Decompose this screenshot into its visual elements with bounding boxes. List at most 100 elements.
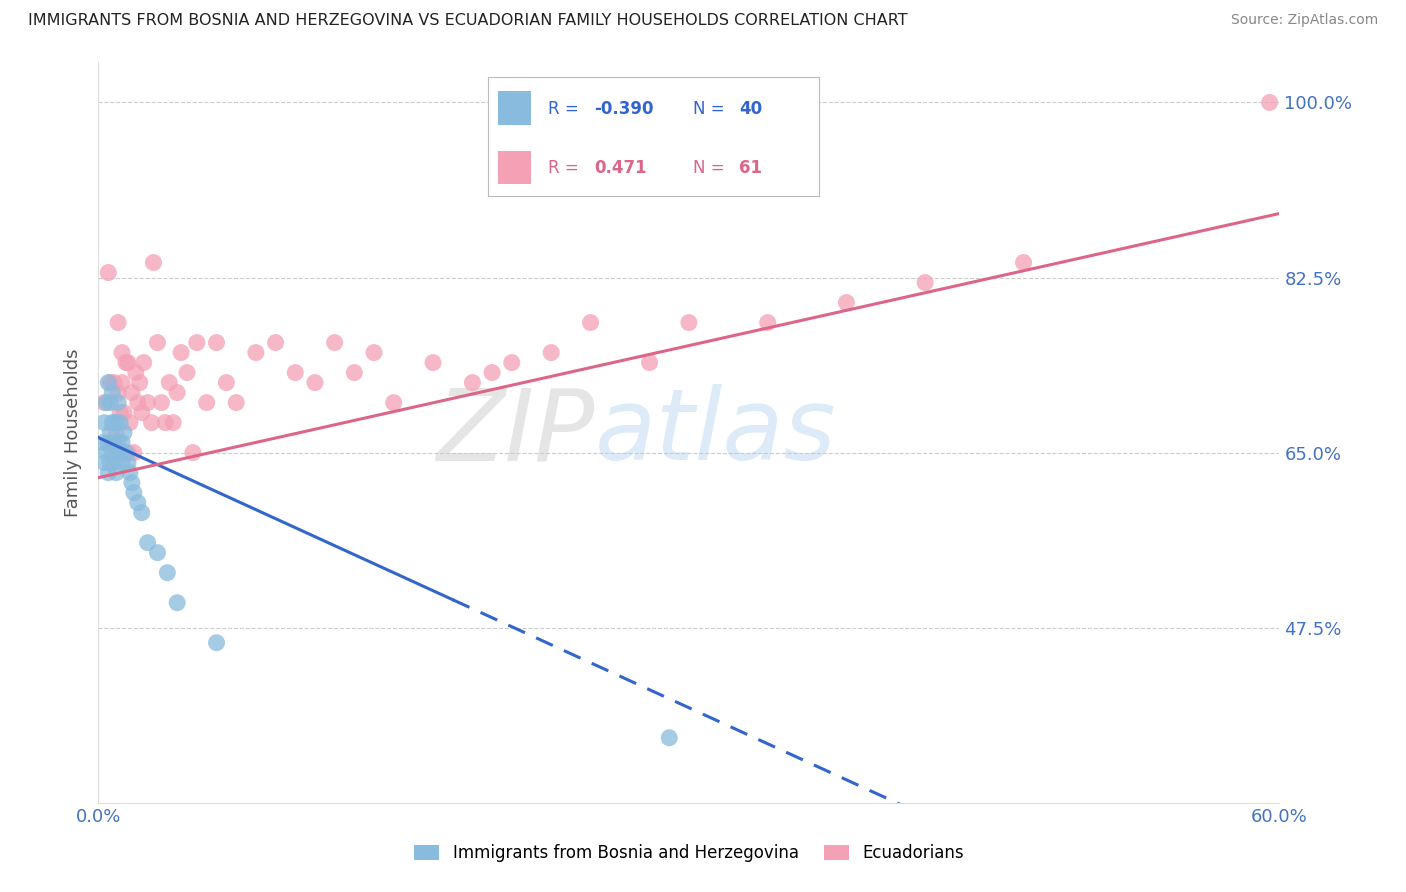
Point	[108, 406, 131, 420]
Point	[107, 385, 129, 400]
Point	[756, 316, 779, 330]
Point	[146, 335, 169, 350]
Point	[98, 456, 121, 470]
Point	[150, 395, 173, 409]
Point	[1012, 255, 1035, 269]
Point	[658, 731, 681, 745]
Point	[166, 596, 188, 610]
Point	[101, 445, 124, 459]
Point	[107, 316, 129, 330]
Point	[96, 395, 118, 409]
Point	[136, 535, 159, 549]
Point	[835, 295, 858, 310]
Point	[363, 345, 385, 359]
Point	[125, 366, 148, 380]
Y-axis label: Family Households: Family Households	[65, 349, 83, 516]
Point	[128, 376, 150, 390]
Point	[108, 445, 131, 459]
Point	[678, 316, 700, 330]
Point	[127, 395, 149, 409]
Point	[162, 416, 184, 430]
Point	[1258, 95, 1281, 110]
Point	[118, 416, 141, 430]
Text: Source: ZipAtlas.com: Source: ZipAtlas.com	[1230, 13, 1378, 28]
Point	[112, 425, 135, 440]
Point	[155, 416, 177, 430]
Point	[205, 335, 228, 350]
Point	[638, 355, 661, 369]
Point	[121, 385, 143, 400]
Point	[111, 435, 134, 450]
Point	[131, 506, 153, 520]
Point	[98, 376, 121, 390]
Point	[96, 445, 118, 459]
Point	[343, 366, 366, 380]
Point	[215, 376, 238, 390]
Text: ZIP: ZIP	[436, 384, 595, 481]
Point	[501, 355, 523, 369]
Point	[186, 335, 208, 350]
Point	[93, 456, 115, 470]
Point	[122, 485, 145, 500]
Point	[323, 335, 346, 350]
Point	[131, 406, 153, 420]
Point	[382, 395, 405, 409]
Point	[136, 395, 159, 409]
Point	[122, 445, 145, 459]
Point	[101, 385, 124, 400]
Text: atlas: atlas	[595, 384, 837, 481]
Point	[107, 435, 129, 450]
Point	[103, 456, 125, 470]
Point	[157, 376, 180, 390]
Point	[105, 425, 128, 440]
Point	[540, 345, 562, 359]
Point	[97, 435, 120, 450]
Point	[117, 456, 139, 470]
Point	[103, 416, 125, 430]
Point	[97, 466, 120, 480]
Point	[93, 416, 115, 430]
Point	[112, 406, 135, 420]
Point	[117, 355, 139, 369]
Point	[117, 445, 139, 459]
Point	[127, 496, 149, 510]
Point	[118, 466, 141, 480]
Point	[91, 435, 114, 450]
Point	[105, 416, 128, 430]
Point	[103, 435, 125, 450]
Point	[97, 376, 120, 390]
Point	[304, 376, 326, 390]
Point	[132, 355, 155, 369]
Point	[115, 355, 138, 369]
Point	[97, 266, 120, 280]
Point	[93, 395, 115, 409]
Point	[146, 546, 169, 560]
Point	[115, 445, 138, 459]
Point	[98, 395, 121, 409]
Legend: Immigrants from Bosnia and Herzegovina, Ecuadorians: Immigrants from Bosnia and Herzegovina, …	[408, 838, 970, 869]
Point	[98, 425, 121, 440]
Point	[103, 376, 125, 390]
Point	[101, 435, 124, 450]
Point	[111, 376, 134, 390]
Point	[105, 445, 128, 459]
Point	[156, 566, 179, 580]
Point	[105, 466, 128, 480]
Point	[181, 445, 204, 459]
Point	[111, 456, 134, 470]
Point	[142, 255, 165, 269]
Point	[176, 366, 198, 380]
Point	[481, 366, 503, 380]
Point	[107, 395, 129, 409]
Point	[245, 345, 267, 359]
Point	[141, 416, 163, 430]
Point	[195, 395, 218, 409]
Point	[461, 376, 484, 390]
Point	[579, 316, 602, 330]
Text: IMMIGRANTS FROM BOSNIA AND HERZEGOVINA VS ECUADORIAN FAMILY HOUSEHOLDS CORRELATI: IMMIGRANTS FROM BOSNIA AND HERZEGOVINA V…	[28, 13, 908, 29]
Point	[101, 416, 124, 430]
Point	[108, 416, 131, 430]
Point	[170, 345, 193, 359]
Point	[166, 385, 188, 400]
Point	[121, 475, 143, 490]
